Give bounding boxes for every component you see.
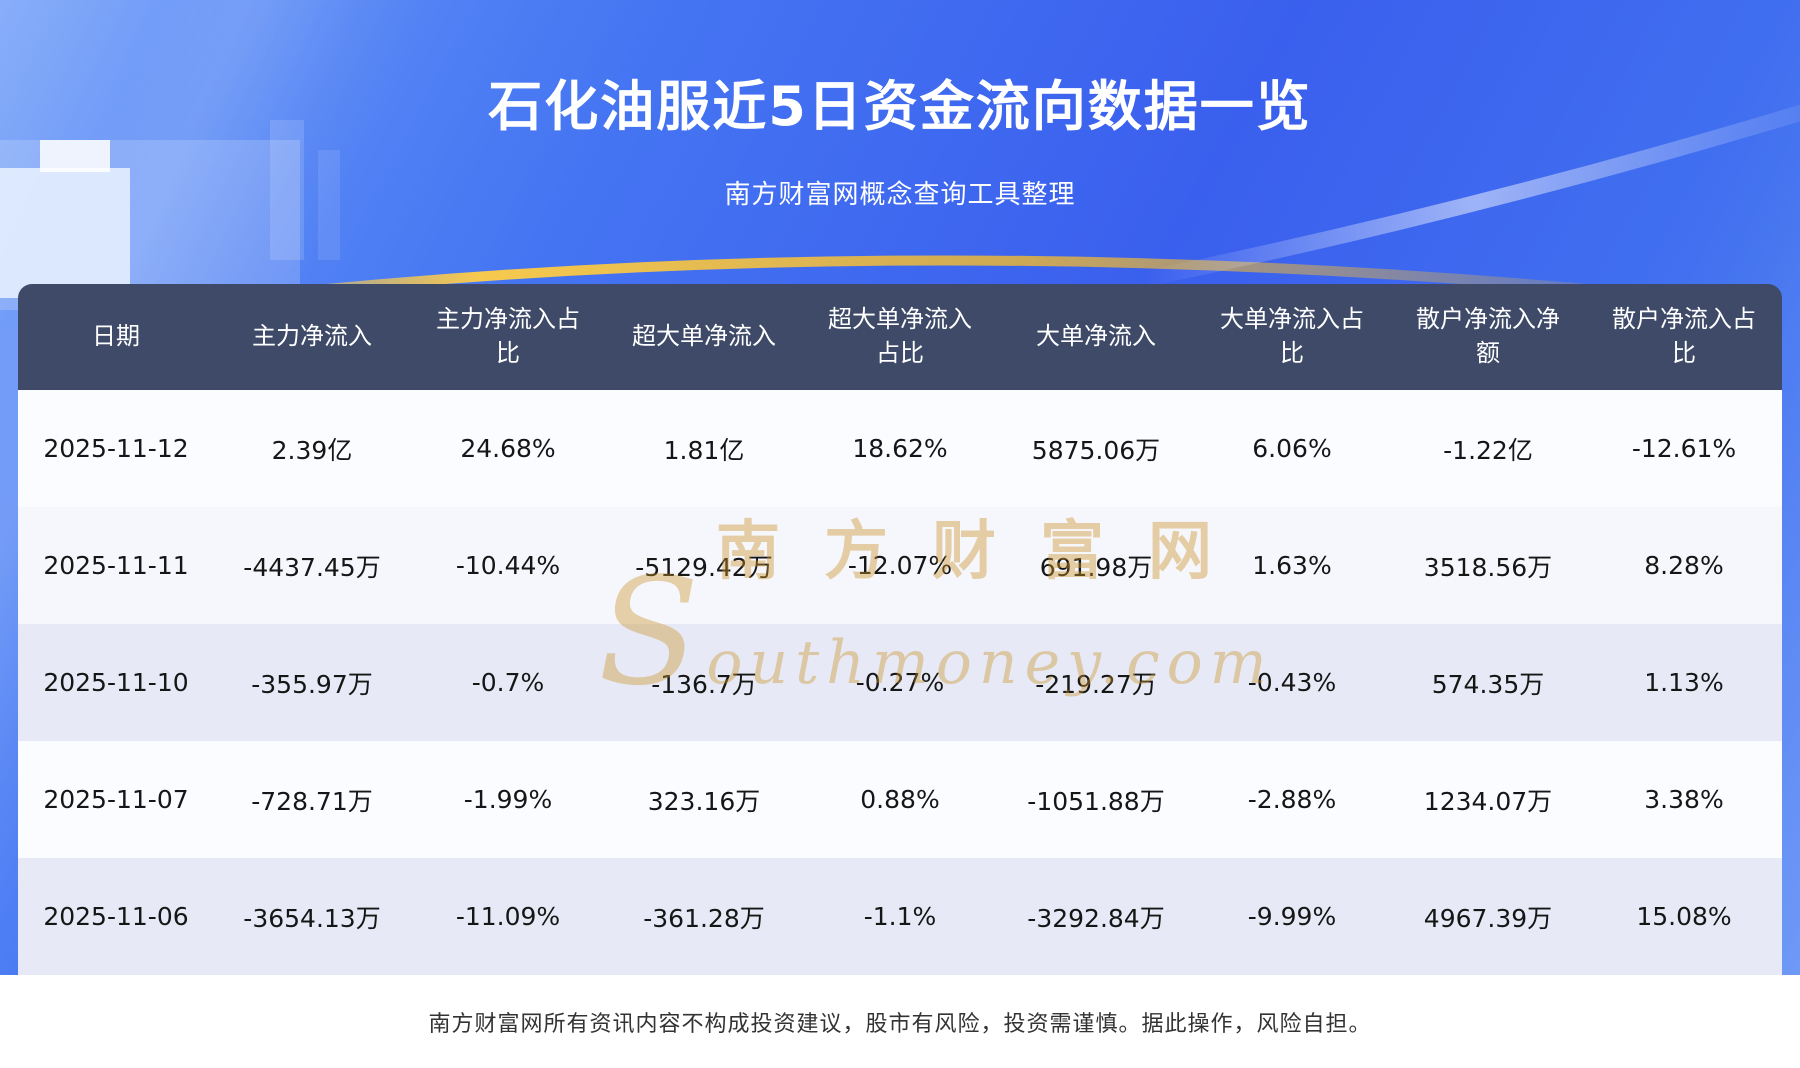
header-cell: 大单净流入 — [1036, 322, 1156, 351]
table-cell: -1.99% — [463, 785, 553, 814]
table-cell: -355.97万 — [251, 669, 373, 699]
table-cell: -10.44% — [455, 551, 561, 580]
table-cell: -136.7万 — [651, 669, 757, 699]
header-cell: 日期 — [92, 322, 140, 351]
header-cell: 大单净流入占比 — [1220, 305, 1364, 367]
date-cell: 2025-11-06 — [43, 902, 189, 931]
table-cell: 8.28% — [1644, 551, 1724, 580]
table-cell: -0.7% — [471, 668, 545, 697]
header-cell: 散户净流入占比 — [1612, 305, 1756, 367]
table-cell: 1234.07万 — [1423, 786, 1553, 816]
table-cell: 2.39亿 — [271, 435, 353, 465]
header-cell: 超大单净流入占比 — [828, 305, 972, 367]
table-cell: 5875.06万 — [1031, 435, 1161, 465]
decor-3d-block — [40, 140, 110, 172]
header-cell: 散户净流入净额 — [1416, 305, 1560, 367]
table-cell: 6.06% — [1252, 434, 1332, 463]
header-cell: 超大单净流入 — [632, 322, 776, 351]
white-arc — [1138, 104, 1800, 288]
table-cell: -12.61% — [1631, 434, 1737, 463]
table-cell: 24.68% — [460, 434, 556, 463]
table-cell: 323.16万 — [647, 786, 761, 816]
date-cell: 2025-11-10 — [43, 668, 189, 697]
table-cell: 4967.39万 — [1423, 903, 1553, 933]
table-cell: 1.13% — [1644, 668, 1724, 697]
table-cell: 1.81亿 — [663, 435, 745, 465]
header-cell: 主力净流入占比 — [436, 305, 580, 367]
table-row: 2025-11-12 2.39亿 24.68% 1.81亿 18.62% 5875.06万… — [18, 390, 1782, 507]
table-cell: -728.71万 — [251, 786, 373, 816]
footer-band: 南方财富网所有资讯内容不构成投资建议，股市有风险，投资需谨慎。据此操作，风险自担… — [0, 975, 1800, 1068]
table-row: 2025-11-06 -3654.13万 -11.09% -361.28万 -1.1% -… — [18, 858, 1782, 975]
table-cell: -5129.42万 — [635, 552, 773, 582]
table-cell: -0.27% — [855, 668, 945, 697]
table-cell: -1.22亿 — [1443, 435, 1533, 465]
date-cell: 2025-11-11 — [43, 551, 189, 580]
decor-curves — [119, 104, 1800, 317]
header-cell: 主力净流入 — [252, 322, 372, 351]
table-body: 2025-11-12 2.39亿 24.68% 1.81亿 18.62% 5875.06万… — [18, 390, 1782, 975]
table-cell: -3292.84万 — [1027, 903, 1165, 933]
page-title: 石化油服近5日资金流向数据一览 — [488, 75, 1312, 138]
table-cell: 0.88% — [860, 785, 940, 814]
table-cell: -4437.45万 — [243, 552, 381, 582]
table-cell: -11.09% — [455, 902, 561, 931]
table-cell: 574.35万 — [1431, 669, 1545, 699]
table-cell: -12.07% — [847, 551, 953, 580]
table-cell: -219.27万 — [1035, 669, 1157, 699]
table-cell: 1.63% — [1252, 551, 1332, 580]
table-row: 2025-11-07 -728.71万 -1.99% 323.16万 0.88% -105… — [18, 741, 1782, 858]
date-cell: 2025-11-07 — [43, 785, 189, 814]
table-cell: 18.62% — [852, 434, 948, 463]
table-header-row: 日期 主力净流入 主力净流入占比 超大单净流入 超大单净流入占比 大单净流入 大单净流入占比… — [18, 284, 1782, 390]
table-cell: 691.98万 — [1039, 552, 1153, 582]
table-cell: -3654.13万 — [243, 903, 381, 933]
page-subtitle: 南方财富网概念查询工具整理 — [724, 180, 1076, 210]
date-cell: 2025-11-12 — [43, 434, 189, 463]
table-cell: 15.08% — [1636, 902, 1732, 931]
decor-light-column — [270, 120, 304, 260]
table-cell: -1051.88万 — [1027, 786, 1165, 816]
decor-3d-block — [0, 168, 130, 298]
table-row: 2025-11-10 -355.97万 -0.7% -136.7万 -0.27% -219… — [18, 624, 1782, 741]
table-cell: -1.1% — [863, 902, 937, 931]
table-row: 2025-11-11 -4437.45万 -10.44% -5129.42万 -12.0… — [18, 507, 1782, 624]
table-cell: -0.43% — [1247, 668, 1337, 697]
fund-flow-table: 日期 主力净流入 主力净流入占比 超大单净流入 超大单净流入占比 大单净流入 大单净流入占比… — [18, 284, 1782, 975]
table-cell: 3518.56万 — [1423, 552, 1553, 582]
decor-light-column — [318, 150, 340, 260]
table-cell: -9.99% — [1247, 902, 1337, 931]
table-cell: -361.28万 — [643, 903, 765, 933]
table-cell: 3.38% — [1644, 785, 1724, 814]
footer-disclaimer: 南方财富网所有资讯内容不构成投资建议，股市有风险，投资需谨慎。据此操作，风险自担… — [428, 1011, 1372, 1037]
table-cell: -2.88% — [1247, 785, 1337, 814]
